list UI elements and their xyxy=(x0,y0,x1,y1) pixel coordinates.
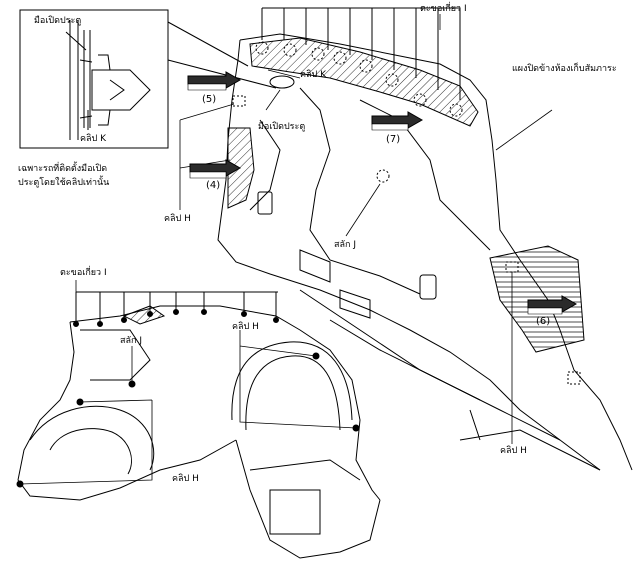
dot-5 xyxy=(173,309,179,315)
clip-prongs xyxy=(79,59,93,119)
label-hook-i-top: ตะขอเกี่ยว I xyxy=(420,4,467,14)
hook-comb-lower xyxy=(75,291,278,322)
dot-1 xyxy=(73,321,79,327)
clip-mark-3 xyxy=(311,47,325,61)
leader-stud-j xyxy=(345,183,381,237)
inset-leader-bottom xyxy=(167,59,277,89)
inset-detail xyxy=(19,9,277,149)
hatched-strip-top xyxy=(249,37,479,127)
lower-floor-line xyxy=(249,459,361,481)
arrow-4 xyxy=(189,159,242,179)
lower-outline-bottom xyxy=(235,439,381,559)
clip-mark-2 xyxy=(283,43,297,57)
door-handle-leader xyxy=(65,31,87,51)
callout-6: (6) xyxy=(536,316,551,327)
clip-legs xyxy=(98,54,111,126)
leader-clip-h-bottom xyxy=(19,399,153,485)
floor-line-1 xyxy=(329,319,561,441)
clip-mark-5 xyxy=(359,59,373,73)
inset-panel xyxy=(69,20,79,140)
lower-hatch-small xyxy=(122,305,166,325)
stud-mark-j xyxy=(376,169,390,183)
label-clip-h-left: คลิป H xyxy=(164,214,191,224)
callout-4: (4) xyxy=(206,180,221,191)
clip-mark-8 xyxy=(449,103,463,117)
callout-7: (7) xyxy=(386,134,401,145)
dot-8 xyxy=(273,317,279,323)
clip-mark-lower-right xyxy=(567,371,581,385)
leader-lines-main xyxy=(179,14,553,444)
label-clip-h-lower-bottom: คลิป H xyxy=(172,474,199,484)
dot-6 xyxy=(201,309,207,315)
inset-trim xyxy=(83,30,91,128)
upper-side-panel xyxy=(217,7,633,471)
label-note-line2: ประตูโดยใช้คลิปเท่านั้น xyxy=(18,178,110,188)
lower-outline-left xyxy=(17,321,237,501)
clip-mark-4 xyxy=(333,51,347,65)
label-stud-j: สลัก J xyxy=(334,240,356,250)
label-clip-h-lower-mid: คลิป H xyxy=(232,322,259,332)
panel-box-1 xyxy=(299,249,331,283)
dot-3 xyxy=(121,317,127,323)
panel-outline-bottom xyxy=(217,39,601,471)
leader-clip-h-mid xyxy=(239,330,357,429)
callout-arrows xyxy=(187,71,578,315)
clip-mark-6 xyxy=(385,73,399,87)
clip-body xyxy=(91,69,151,111)
lower-inner-arch xyxy=(29,405,155,471)
wheel-arch xyxy=(231,341,353,421)
label-hook-i-lower: ตะขอเกี่ยว I xyxy=(60,268,107,278)
label-door-handle: มือเปิดประตู xyxy=(258,122,306,132)
label-inset-clip-k: คลิป K xyxy=(80,134,107,144)
label-note-line1: เฉพาะรถที่ติดตั้งมือเปิด xyxy=(18,164,108,174)
leader-door-handle xyxy=(265,89,281,111)
hook-comb-top xyxy=(261,7,461,100)
floor-line-2 xyxy=(299,289,481,401)
wheel-arch-inner xyxy=(245,355,341,431)
clip-tip xyxy=(109,79,125,101)
label-inset-door-handle: มือเปิดประตู xyxy=(34,16,82,26)
label-clip-k: คลิป K xyxy=(300,70,327,80)
panel-slot-2 xyxy=(419,274,437,300)
label-clip-h-right: คลิป H xyxy=(500,446,527,456)
lower-pocket xyxy=(80,329,151,381)
leader-side-panel xyxy=(495,109,553,151)
lower-box xyxy=(269,489,321,535)
callout-5: (5) xyxy=(202,94,217,105)
arrow-7 xyxy=(371,111,424,131)
hatched-right xyxy=(489,245,585,353)
leader-clip-h-left xyxy=(179,103,235,210)
dot-7 xyxy=(241,311,247,317)
leader-clip-k xyxy=(267,69,301,79)
clip-mark-7 xyxy=(413,93,427,107)
panel-outline-right xyxy=(239,33,633,471)
lower-outline-top xyxy=(69,305,381,501)
inset-frame xyxy=(19,9,169,149)
panel-box-2 xyxy=(339,289,371,319)
dot-2 xyxy=(97,321,103,327)
door-handle-shape xyxy=(269,75,295,89)
panel-inner-1 xyxy=(299,87,421,295)
arrow-6 xyxy=(527,295,578,315)
clip-mark-1 xyxy=(255,41,269,55)
inset-leader-top xyxy=(167,21,249,67)
floor-edge xyxy=(459,409,601,471)
leader-lines-lower xyxy=(19,280,357,485)
label-stud-j-lower: สลัก J xyxy=(120,336,142,346)
panel-inner-3 xyxy=(249,119,281,211)
panel-slot-1 xyxy=(257,191,273,215)
arrow-5 xyxy=(187,71,242,91)
dot-4 xyxy=(147,311,153,317)
label-side-panel: แผงปิดข้างห้องเก็บสัมภาระ xyxy=(512,64,617,74)
lower-inner-arch-2 xyxy=(49,428,132,475)
lower-side-panel xyxy=(16,291,381,559)
clip-mark-h-left xyxy=(232,95,246,107)
